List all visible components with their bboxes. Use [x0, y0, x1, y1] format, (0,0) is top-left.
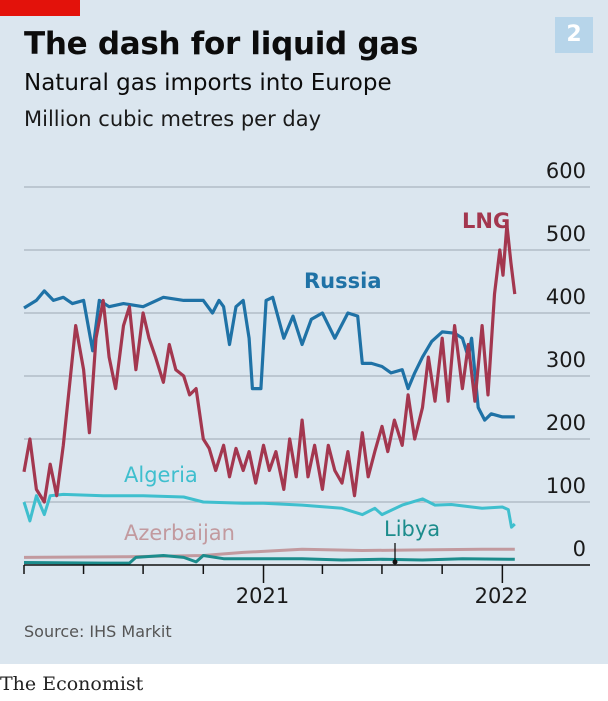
x-tick-label: 2022 — [475, 584, 528, 608]
chart-title: The dash for liquid gas — [24, 26, 419, 62]
y-tick-label: 0 — [573, 537, 586, 561]
y-tick-label: 400 — [546, 285, 586, 309]
series-label-algeria: Algeria — [124, 463, 198, 487]
y-tick-label: 500 — [546, 222, 586, 246]
y-tick-label: 600 — [546, 159, 586, 183]
brand-red-bar — [0, 0, 80, 16]
source-note: Source: IHS Markit — [24, 622, 172, 641]
series-label-azerbaijan: Azerbaijan — [124, 521, 235, 545]
chart-number-badge: 2 — [555, 17, 593, 53]
series-line-russia — [23, 289, 515, 422]
y-tick-label: 100 — [546, 474, 586, 498]
series-line-algeria — [22, 492, 516, 529]
chart-unit-label: Million cubic metres per day — [24, 107, 322, 131]
chart-panel — [0, 0, 608, 664]
series-label-russia: Russia — [304, 269, 382, 293]
series-line-lng — [22, 223, 517, 504]
x-tick-label: 2021 — [236, 584, 289, 608]
brand-wordmark: The Economist — [0, 673, 144, 695]
libya-leader-dot — [392, 559, 398, 565]
line-chart: 0 100 200 300 400 500 600 2021 2022 LNG Russia Alge… — [22, 159, 590, 608]
chart-subtitle: Natural gas imports into Europe — [24, 70, 392, 96]
series-line-libya — [23, 554, 515, 565]
series-label-libya: Libya — [384, 517, 440, 541]
y-tick-label: 300 — [546, 348, 586, 372]
series-line-azerbaijan — [23, 547, 515, 559]
y-tick-label: 200 — [546, 411, 586, 435]
series-label-lng: LNG — [462, 209, 510, 233]
